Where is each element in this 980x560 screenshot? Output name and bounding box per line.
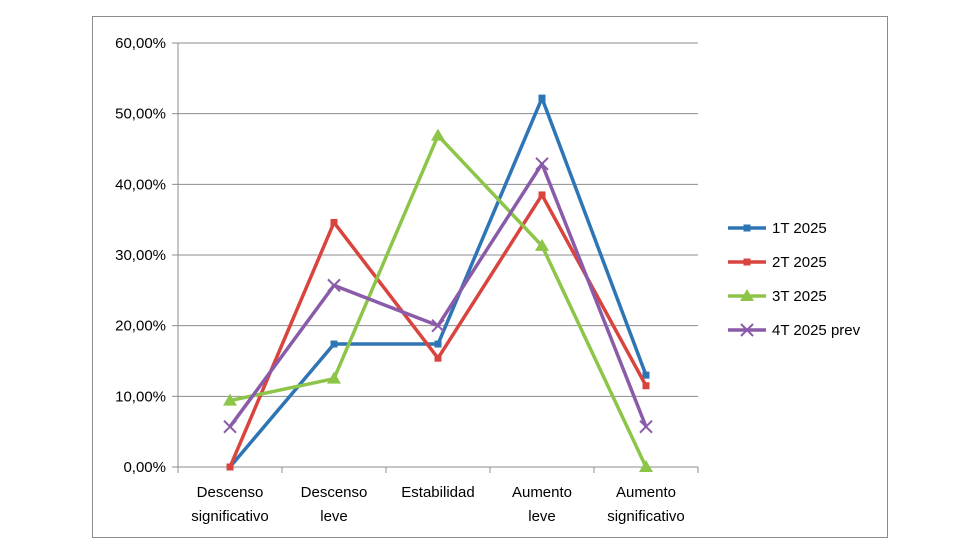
series-group	[223, 94, 653, 472]
x-tick-label-line: Descenso	[301, 484, 368, 501]
legend-item: 4T 2025 prev	[728, 322, 861, 339]
x-marker	[431, 318, 445, 333]
square-marker	[538, 94, 546, 102]
series-line	[229, 133, 648, 468]
x-tick-label: Descenso leve	[301, 484, 368, 525]
x-marker	[639, 420, 653, 434]
x-marker-stroke	[639, 420, 653, 434]
x-marker-stroke	[740, 323, 754, 337]
x-tick-label: Estabilidad	[401, 484, 474, 501]
x-tick-label-line: significativo	[191, 508, 269, 525]
legend-label: 1T 2025	[772, 220, 827, 237]
x-tick-label-line: leve	[320, 508, 348, 525]
x-tick-label-line: leve	[528, 508, 556, 525]
square-marker	[642, 371, 650, 379]
square-marker	[743, 258, 751, 266]
x-marker-stroke	[223, 420, 237, 434]
square-marker	[538, 191, 546, 199]
legend-label: 4T 2025 prev	[772, 322, 861, 339]
x-tick-label-line: Aumento	[616, 484, 676, 501]
square-marker	[226, 463, 234, 471]
triangle-marker	[535, 238, 549, 251]
y-tick-labels: 0,00% 10,00% 20,00% 30,00% 40,00% 50,00% 60,00…	[115, 35, 166, 476]
axes	[172, 42, 699, 473]
series-3	[223, 128, 653, 472]
triangle-marker	[639, 460, 653, 472]
y-tick-label: 30,00%	[115, 247, 166, 264]
x-marker	[327, 278, 341, 293]
series-1	[226, 94, 650, 471]
legend-item: 1T 2025	[728, 220, 827, 237]
x-tick-label: Descenso significativo	[191, 484, 269, 525]
x-marker-stroke	[535, 157, 549, 171]
series-line	[228, 96, 648, 469]
triangle-marker	[740, 289, 754, 301]
square-marker	[330, 340, 338, 348]
square-marker	[330, 218, 338, 226]
x-tick-label: Aumento significativo	[607, 484, 685, 525]
y-tick-label: 10,00%	[115, 388, 166, 405]
x-marker-stroke	[327, 278, 341, 293]
square-marker	[642, 382, 650, 390]
y-tick-label: 50,00%	[115, 106, 166, 123]
legend: 1T 2025 2T 2025 3T 2025 4T 2025 prev	[728, 220, 861, 339]
x-tick-label-line: Estabilidad	[401, 484, 474, 501]
chart-frame	[92, 16, 888, 538]
y-tick-label: 60,00%	[115, 35, 166, 52]
x-tick-label-line: Aumento	[512, 484, 572, 501]
triangle-marker	[327, 371, 341, 384]
legend-label: 3T 2025	[772, 288, 827, 305]
legend-item: 3T 2025	[728, 288, 827, 305]
legend-label: 2T 2025	[772, 254, 827, 271]
x-tick-label-line: Descenso	[197, 484, 264, 501]
x-tick-labels: Descenso significativo Descenso leve Estabil…	[191, 484, 685, 525]
square-marker	[434, 340, 442, 348]
series-4	[223, 157, 653, 434]
x-marker	[223, 420, 237, 434]
square-marker	[434, 354, 442, 362]
y-tick-label: 20,00%	[115, 318, 166, 335]
triangle-marker	[223, 393, 237, 406]
x-marker	[535, 157, 549, 171]
x-tick-label-line: significativo	[607, 508, 685, 525]
triangle-marker	[431, 128, 445, 141]
y-tick-label: 0,00%	[123, 459, 166, 476]
legend-item: 2T 2025	[728, 254, 827, 271]
x-marker	[740, 323, 754, 337]
x-tick-label: Aumento leve	[512, 484, 572, 525]
series-2	[226, 191, 650, 471]
x-marker-stroke	[431, 318, 445, 333]
y-tick-label: 40,00%	[115, 176, 166, 193]
square-marker	[743, 224, 751, 232]
